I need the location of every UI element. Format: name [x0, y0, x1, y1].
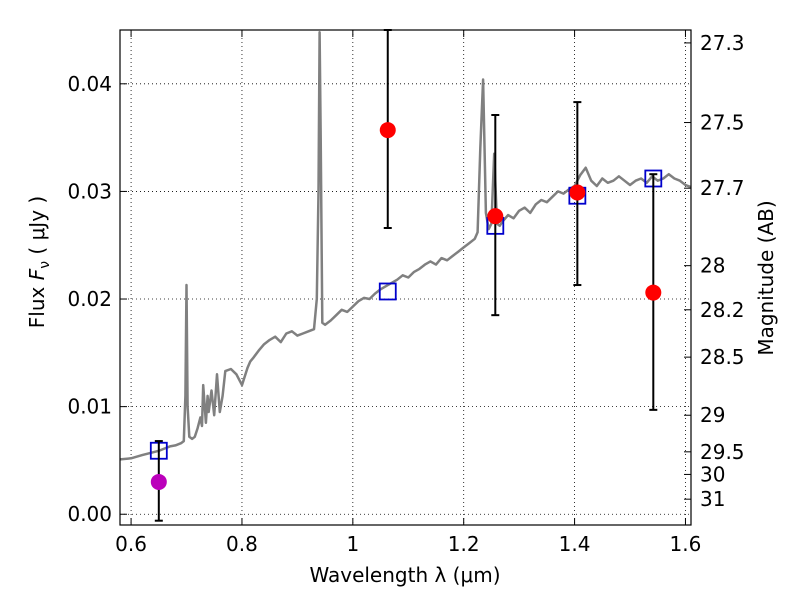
x-tick-label: 1 — [346, 532, 359, 556]
model-photometry-square — [378, 282, 397, 301]
right-tick-label: 28.5 — [700, 345, 745, 369]
grid — [120, 30, 691, 525]
y-tick-label: 0.03 — [67, 179, 112, 203]
right-tick-label: 29 — [700, 403, 725, 427]
error-bars — [150, 29, 662, 522]
observed-flux-point — [645, 284, 662, 301]
observed-flux-point — [487, 208, 504, 225]
right-tick-label: 27.3 — [700, 31, 745, 55]
axes: 0.6 0.8 1 1.2 1.4 1.6 0.00 0.01 0.02 0.03 0.04 27.3… — [67, 30, 745, 556]
right-tick-label: 27.7 — [700, 176, 745, 200]
y-tick-label: 0.02 — [67, 287, 112, 311]
y-tick-label: 0.04 — [67, 72, 112, 96]
right-tick-label: 28 — [700, 254, 725, 278]
x-tick-label: 1.4 — [559, 532, 591, 556]
x-tick-label: 1.6 — [670, 532, 702, 556]
x-tick-label: 0.6 — [115, 532, 147, 556]
observed-flux-point — [379, 122, 396, 139]
x-axis-title: Wavelength λ (μm) — [309, 563, 500, 587]
plot-frame — [119, 29, 692, 526]
observed-flux-point — [150, 473, 167, 490]
y-axis-title: Flux Fν ( μJy ) — [25, 196, 53, 328]
x-tick-label: 0.8 — [226, 532, 258, 556]
right-tick-label: 31 — [700, 487, 725, 511]
right-tick-label: 27.5 — [700, 111, 745, 135]
right-axis-title: Magnitude (AB) — [754, 200, 778, 355]
right-tick-label: 28.2 — [700, 298, 745, 322]
y-tick-label: 0.00 — [67, 502, 112, 526]
x-tick-label: 1.2 — [448, 532, 480, 556]
observed-flux-point — [569, 184, 586, 201]
right-tick-label: 29.5 — [700, 440, 745, 464]
right-tick-label: 30 — [700, 462, 725, 486]
y-tick-label: 0.01 — [67, 395, 112, 419]
